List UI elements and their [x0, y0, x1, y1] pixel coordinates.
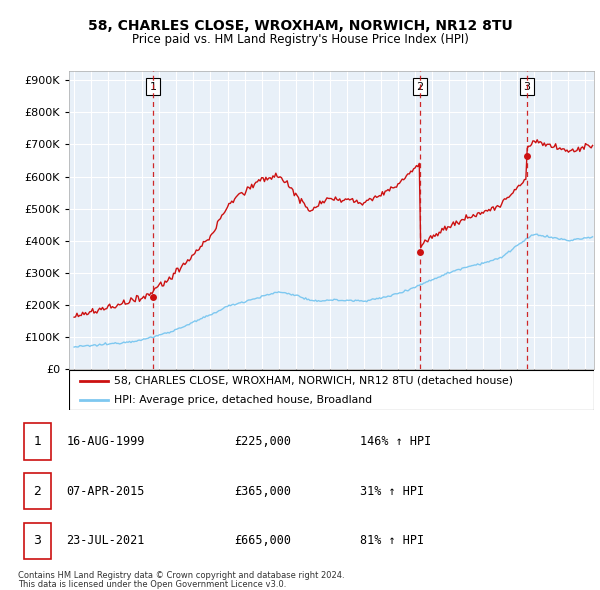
Text: 16-AUG-1999: 16-AUG-1999: [67, 435, 145, 448]
Text: 1: 1: [34, 435, 41, 448]
Text: £365,000: £365,000: [235, 484, 292, 498]
Text: This data is licensed under the Open Government Licence v3.0.: This data is licensed under the Open Gov…: [18, 580, 286, 589]
Text: Price paid vs. HM Land Registry's House Price Index (HPI): Price paid vs. HM Land Registry's House …: [131, 33, 469, 46]
Text: £665,000: £665,000: [235, 535, 292, 548]
Text: £225,000: £225,000: [235, 435, 292, 448]
Text: Contains HM Land Registry data © Crown copyright and database right 2024.: Contains HM Land Registry data © Crown c…: [18, 571, 344, 580]
Text: 3: 3: [34, 535, 41, 548]
Text: 31% ↑ HPI: 31% ↑ HPI: [360, 484, 424, 498]
Text: 1: 1: [149, 82, 157, 92]
FancyBboxPatch shape: [69, 370, 594, 410]
Text: 2: 2: [416, 82, 423, 92]
Text: 58, CHARLES CLOSE, WROXHAM, NORWICH, NR12 8TU: 58, CHARLES CLOSE, WROXHAM, NORWICH, NR1…: [88, 19, 512, 34]
Text: 146% ↑ HPI: 146% ↑ HPI: [360, 435, 431, 448]
Text: 2: 2: [34, 484, 41, 498]
FancyBboxPatch shape: [24, 473, 51, 509]
Text: HPI: Average price, detached house, Broadland: HPI: Average price, detached house, Broa…: [113, 395, 372, 405]
Text: 58, CHARLES CLOSE, WROXHAM, NORWICH, NR12 8TU (detached house): 58, CHARLES CLOSE, WROXHAM, NORWICH, NR1…: [113, 376, 512, 386]
Text: 07-APR-2015: 07-APR-2015: [67, 484, 145, 498]
Text: 3: 3: [523, 82, 530, 92]
Text: 23-JUL-2021: 23-JUL-2021: [67, 535, 145, 548]
Text: 81% ↑ HPI: 81% ↑ HPI: [360, 535, 424, 548]
FancyBboxPatch shape: [24, 523, 51, 559]
FancyBboxPatch shape: [24, 424, 51, 460]
